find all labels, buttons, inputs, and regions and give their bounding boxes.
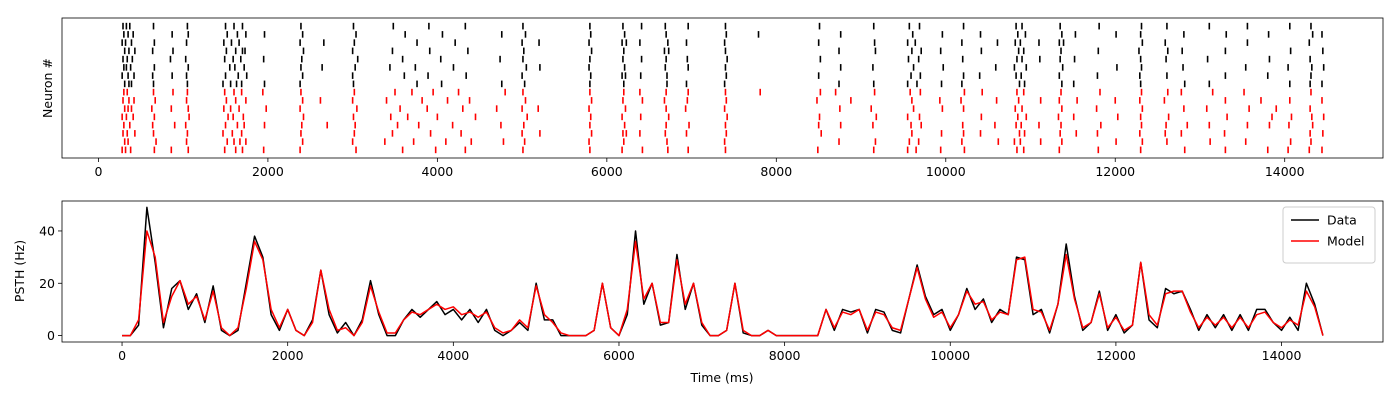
x-tick-label: 12000: [1095, 164, 1135, 179]
axes-frame: [61, 17, 1384, 159]
legend-box: [1282, 206, 1376, 264]
x-tick-label: 2000: [272, 348, 304, 363]
x-tick-label: 4000: [421, 164, 453, 179]
x-tick-label: 8000: [769, 348, 801, 363]
x-tick-label: 6000: [603, 348, 635, 363]
x-axis-label: Time (ms): [689, 370, 753, 385]
legend-label: Data: [1327, 213, 1357, 228]
data-line: [122, 230, 1324, 337]
x-tick-label: 10000: [930, 348, 970, 363]
axes-frame: [61, 200, 1384, 343]
y-tick-label: 40: [39, 223, 55, 238]
legend: Data Model: [1282, 206, 1376, 264]
legend-label: Model: [1327, 234, 1365, 249]
y-tick-label: 0: [47, 328, 55, 343]
x-tick-label: 6000: [591, 164, 623, 179]
x-tick-label: 10000: [926, 164, 966, 179]
y-axis-label: PSTH (Hz): [12, 240, 27, 302]
x-tick-label: 2000: [252, 164, 284, 179]
x-tick-label: 0: [118, 348, 126, 363]
y-tick-label: 20: [39, 276, 55, 291]
x-tick-label: 0: [94, 164, 102, 179]
x-tick-label: 14000: [1262, 348, 1302, 363]
x-tick-label: 14000: [1265, 164, 1305, 179]
x-tick-label: 12000: [1096, 348, 1136, 363]
x-tick-label: 4000: [437, 348, 469, 363]
y-axis-label: Neuron #: [40, 58, 55, 118]
x-tick-label: 8000: [760, 164, 792, 179]
